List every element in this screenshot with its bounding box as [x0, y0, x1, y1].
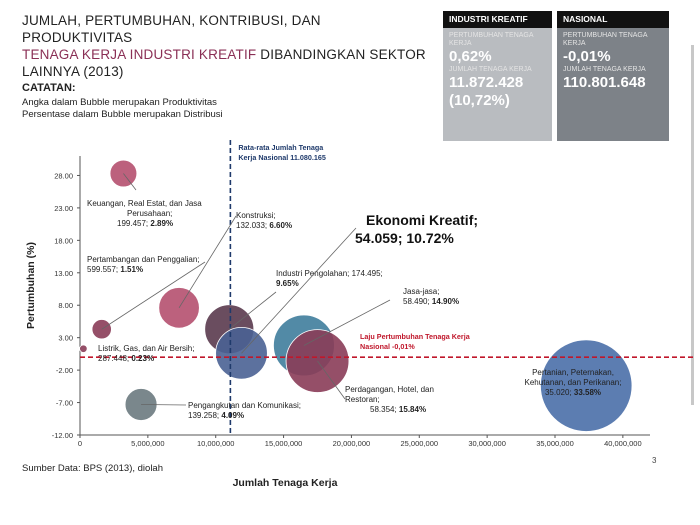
title-line-2: TENAGA KERJA INDUSTRI KREATIF DIBANDINGK…: [22, 46, 432, 63]
ik-growth-value: 0,62%: [449, 48, 492, 65]
nas-growth-label: PERTUMBUHAN TENAGA KERJA: [563, 32, 648, 47]
nasional-body: PERTUMBUHAN TENAGA KERJA -0,01% JUMLAH T…: [557, 28, 669, 141]
title-line-3: LAINNYA (2013): [22, 64, 124, 79]
leader-line: [123, 173, 137, 191]
leader-line: [303, 299, 391, 346]
bubble-label: 199.457; 2.89%: [117, 219, 173, 228]
ik-growth-label: PERTUMBUHAN TENAGA KERJA: [449, 32, 534, 47]
y-tick-label: 3.00: [58, 334, 73, 343]
bubble-label: 58.354; 15.84%: [370, 405, 426, 414]
reference-label-vertical: Rata-rata Jumlah Tenaga: [238, 143, 324, 152]
title-highlight: TENAGA KERJA INDUSTRI KREATIF: [22, 47, 257, 62]
industri-kreatif-header: INDUSTRI KREATIF: [443, 11, 552, 28]
bubble-label: 54.059; 10.72%: [355, 230, 454, 246]
bubble-label: 58.490; 14.90%: [403, 297, 459, 306]
ik-workers-value: 11.872.428: [449, 74, 524, 91]
bubble-label: Keuangan, Real Estat, dan Jasa: [87, 199, 202, 208]
notes-line-1: Angka dalam Bubble merupakan Produktivit…: [22, 96, 217, 108]
bubble: [79, 344, 88, 353]
y-axis-label: Pertumbuhan (%): [25, 242, 37, 329]
x-tick-label: 35,000,000: [536, 439, 574, 448]
ik-workers-label: JUMLAH TENAGA KERJA: [449, 66, 532, 73]
notes-line-2: Persentase dalam Bubble merupakan Distri…: [22, 109, 223, 120]
bubble-label: Ekonomi Kreatif;: [366, 212, 478, 228]
x-tick-label: 25,000,000: [401, 439, 439, 448]
bubble-label: 139.258; 4.09%: [188, 411, 244, 420]
y-tick-label: 8.00: [58, 301, 73, 310]
bubble-label: Pertambangan dan Penggalian;: [87, 255, 200, 264]
bubble-label: Perusahaan;: [127, 209, 172, 218]
y-tick-label: 28.00: [54, 171, 73, 180]
y-tick-label: -12.00: [52, 431, 73, 440]
leader-line: [101, 261, 206, 330]
y-tick-label: -7.00: [56, 399, 73, 408]
x-tick-label: 10,000,000: [197, 439, 235, 448]
bubble-label: Pertanian, Peternakan,: [532, 368, 614, 377]
bubble-label: 132.033; 6.60%: [236, 221, 292, 230]
y-tick-label: 23.00: [54, 204, 73, 213]
x-tick-label: 20,000,000: [333, 439, 371, 448]
source-note: Sumber Data: BPS (2013), diolah: [22, 463, 163, 474]
x-axis-label: Jumlah Tenaga Kerja: [233, 477, 338, 489]
bubble-label: Perdagangan, Hotel, dan: [345, 385, 434, 394]
x-tick-label: 15,000,000: [265, 439, 303, 448]
bubble: [158, 287, 200, 329]
reference-label-horizontal: Laju Pertumbuhan Tenaga Kerja: [360, 332, 471, 341]
leader-line: [241, 227, 357, 354]
side-scroll-bar: [691, 45, 694, 405]
leader-line: [229, 291, 277, 330]
leader-line: [317, 360, 346, 400]
bubble-label: Pengangkutan dan Komunikasi;: [188, 401, 301, 410]
bubble: [540, 339, 633, 432]
bubble-label: 287.448; 0.23%: [98, 354, 154, 363]
page-title: JUMLAH, PERTUMBUHAN, KONTRIBUSI, DAN PRO…: [22, 12, 432, 80]
nas-workers-value: 110.801.648: [563, 74, 646, 91]
reference-label-horizontal: Nasional -0,01%: [360, 342, 415, 351]
y-tick-label: 18.00: [54, 236, 73, 245]
industri-kreatif-panel: INDUSTRI KREATIF PERTUMBUHAN TENAGA KERJ…: [443, 11, 552, 142]
nasional-panel: NASIONAL PERTUMBUHAN TENAGA KERJA -0,01%…: [557, 11, 669, 142]
x-tick-label: 40,000,000: [604, 439, 642, 448]
y-tick-label: -2.00: [56, 366, 73, 375]
notes-block: CATATAN: Angka dalam Bubble merupakan Pr…: [22, 82, 223, 122]
leader-line: [178, 215, 237, 309]
notes-heading: CATATAN:: [22, 82, 76, 94]
bubble-label: 9.65%: [276, 279, 299, 288]
page-number: 3: [652, 456, 657, 465]
industri-kreatif-body: PERTUMBUHAN TENAGA KERJA 0,62% JUMLAH TE…: [443, 28, 552, 141]
bubble: [109, 159, 138, 188]
nasional-header: NASIONAL: [557, 11, 669, 28]
reference-label-vertical: Kerja Nasional 11.080.165: [238, 153, 326, 162]
bubble-label: Industri Pengolahan; 174.495;: [276, 269, 383, 278]
bubble-label: 599.557; 1.51%: [87, 265, 143, 274]
title-line-1: JUMLAH, PERTUMBUHAN, KONTRIBUSI, DAN PRO…: [22, 13, 321, 45]
bubble-label: Jasa-jasa;: [403, 287, 439, 296]
ik-share-value: (10,72%): [449, 92, 510, 109]
x-tick-label: 0: [78, 439, 82, 448]
bubble-label: Restoran;: [345, 395, 380, 404]
nas-growth-value: -0,01%: [563, 48, 611, 65]
nas-workers-label: JUMLAH TENAGA KERJA: [563, 66, 646, 73]
x-tick-label: 30,000,000: [468, 439, 506, 448]
bubble-label: Kehutanan, dan Perikanan;: [525, 378, 622, 387]
y-tick-label: 13.00: [54, 269, 73, 278]
title-line-2-rest: DIBANDINGKAN SEKTOR: [256, 47, 426, 62]
bubble: [91, 319, 112, 340]
bubble-label: Konstruksi;: [236, 211, 276, 220]
bubble-label: Listrik, Gas, dan Air Bersih;: [98, 344, 194, 353]
x-tick-label: 5,000,000: [131, 439, 164, 448]
bubble-label: 35.020; 33.58%: [545, 388, 601, 397]
